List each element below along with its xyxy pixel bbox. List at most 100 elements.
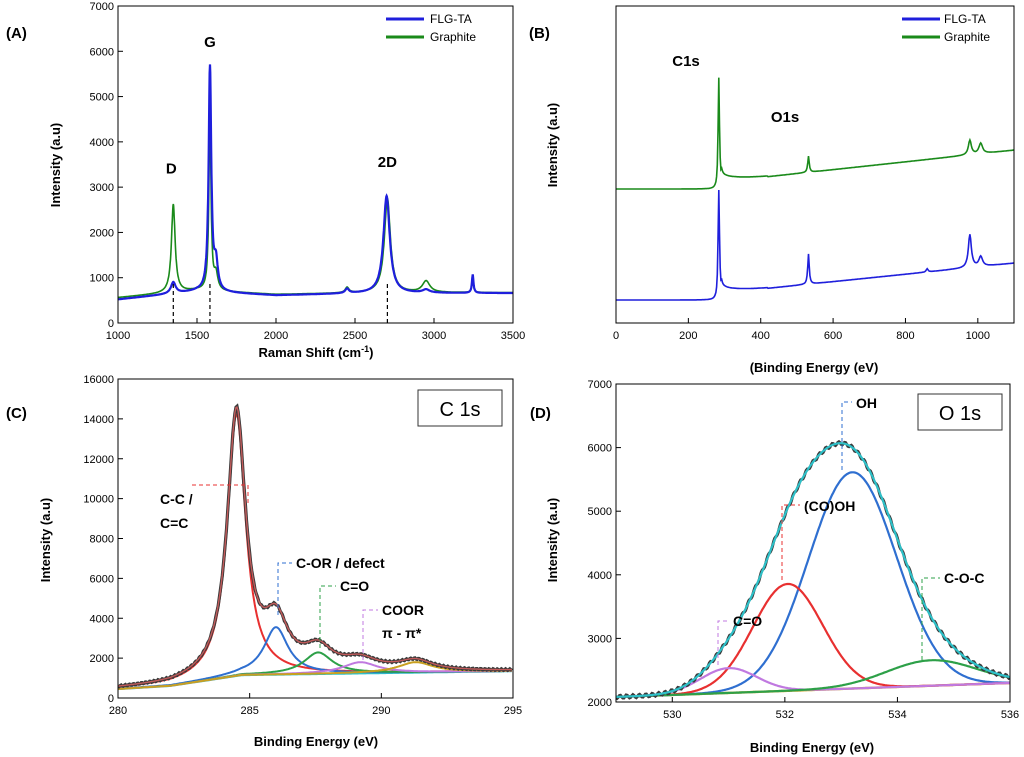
box-label-o1s: O 1s [939,403,981,425]
series-line-flg-ta [616,189,1014,301]
annotation-c-or: C-OR / defect [296,555,385,571]
component-satellite [117,661,512,690]
y-tick-label: 4000 [90,613,114,625]
annotation-co-oh: (CO)OH [804,498,855,514]
y-tick-label: 4000 [90,137,114,149]
x-tick-label: 285 [240,705,258,717]
peak-label-o1s: O1s [771,109,799,126]
y-tick-label: 0 [108,693,114,705]
panel-c-c1s: 280 285 290 295 0 2000 4000 6000 8000 10000 12000 1… [6,374,522,749]
panel-label-c: (C) [6,405,27,422]
peak-label-2d: 2D [378,154,397,171]
y-tick-label: 3000 [90,182,114,194]
series-line-graphite [616,77,1014,190]
x-tick-label: 532 [776,709,794,721]
x-tick-label: 536 [1001,709,1019,721]
y-tick-label: 2000 [90,653,114,665]
envelope-line [616,442,1011,698]
annotation-c-c-2: C=C [160,515,188,531]
annotation-c-o-c: C-O-C [944,570,984,586]
x-tick-label: 800 [896,330,914,342]
x-tick-label: 2000 [264,330,288,342]
y-tick-label: 5000 [90,92,114,104]
y-tick-label: 1000 [90,273,114,285]
box-label-c1s: C 1s [439,399,480,421]
panel-b-xps-survey: 0 200 400 600 800 1000 FLG-TA Graphite C1s O1s (B)… [529,5,1015,375]
x-tick-label: 400 [752,330,770,342]
component-c-o-c [616,659,1011,698]
y-tick-label: 6000 [588,443,612,455]
legend-label: FLG-TA [944,12,986,26]
x-axis-title: (Binding Energy (eV) [750,360,879,375]
y-tick-label: 12000 [83,454,114,466]
annotation-leader [192,484,249,505]
annotation-leader [277,562,292,615]
panel-label-d: (D) [530,405,551,422]
x-tick-label: 1500 [185,330,209,342]
y-tick-label: 0 [108,318,114,330]
legend-label: Graphite [430,30,476,44]
annotation-pi: π - π* [382,625,422,641]
x-tick-label: 295 [504,705,522,717]
x-tick-label: 1000 [106,330,130,342]
plot-frame [117,5,514,324]
y-axis-title: Intensity (a.u) [545,498,560,583]
annotation-oh: OH [856,395,877,411]
x-tick-label: 3000 [422,330,446,342]
y-tick-label: 4000 [588,570,612,582]
plot-frame [615,5,1015,324]
y-axis-title: Intensity (a.u) [545,103,560,188]
annotation-c-o-d: C=O [733,613,762,629]
annotation-leader [841,401,852,470]
plot-frame [117,378,514,699]
y-tick-label: 14000 [83,414,114,426]
x-axis-title: Binding Energy (eV) [254,734,378,749]
y-tick-label: 10000 [83,494,114,506]
x-tick-label: 600 [824,330,842,342]
envelope-line [117,406,512,687]
series-line-graphite [118,112,513,299]
box-label-frame [417,389,503,427]
y-tick-label: 8000 [90,534,114,546]
box-label-frame [917,393,1003,431]
y-tick-label: 7000 [90,1,114,13]
annotation-leader [362,609,378,660]
peak-label-c1s: C1s [672,53,700,70]
annotation-leader [781,504,800,580]
annotation-leader [319,585,336,648]
panel-label-b: (B) [529,25,550,42]
y-tick-label: 3000 [588,633,612,645]
raw-data-line [117,403,513,689]
component-c-or-defect [118,626,512,690]
y-tick-label: 6000 [90,46,114,58]
x-axis-title: Binding Energy (eV) [750,740,874,755]
y-tick-label: 7000 [588,379,612,391]
x-tick-label: 1000 [966,330,990,342]
x-tick-label: 530 [663,709,681,721]
y-axis-title: Intensity (a.u) [38,498,53,583]
peak-label-g: G [204,34,216,51]
x-tick-label: 3500 [501,330,525,342]
legend-label: FLG-TA [430,12,472,26]
component--co-oh [616,582,1011,698]
y-tick-label: 5000 [588,506,612,518]
legend-label: Graphite [944,30,990,44]
component-c-c-c-c [117,413,512,688]
panel-label-a: (A) [6,25,27,42]
x-tick-label: 280 [109,705,127,717]
plot-frame [615,383,1011,703]
panel-d-o1s: 530 532 534 536 2000 3000 4000 5000 6000 7000 OH (C… [530,379,1019,755]
annotation-c-o: C=O [340,578,369,594]
x-tick-label: 2500 [343,330,367,342]
x-axis-title: Raman Shift (cm-1) [259,344,374,360]
y-tick-label: 2000 [588,697,612,709]
y-axis-title: Intensity (a.u) [48,123,63,208]
annotation-leader [921,577,940,660]
y-tick-label: 16000 [83,374,114,386]
x-tick-label: 200 [679,330,697,342]
annotation-leader [717,620,730,665]
y-tick-label: 6000 [90,573,114,585]
peak-label-d: D [166,161,177,178]
